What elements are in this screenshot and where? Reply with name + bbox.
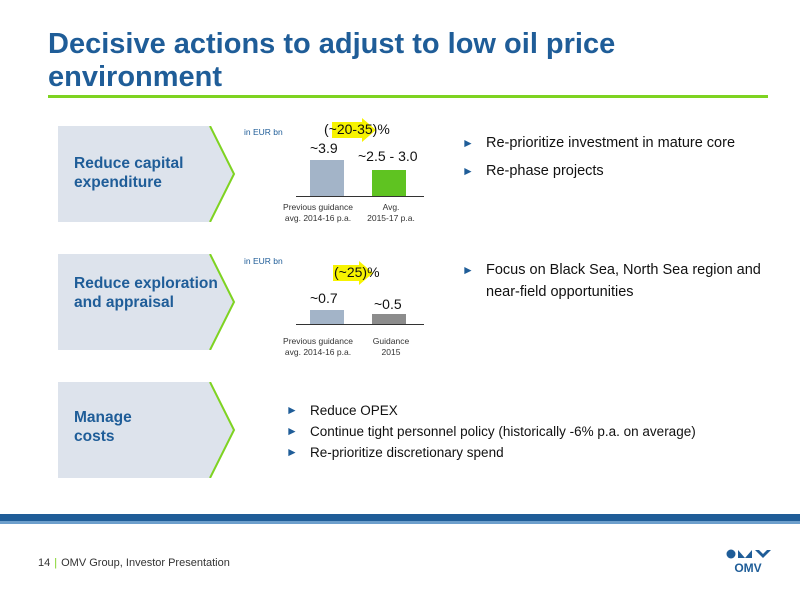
page-title: Decisive actions to adjust to low oil pr… (48, 28, 616, 93)
bullet-item: ► Re-phase projects (462, 160, 782, 182)
bar-value-label: ~0.7 (310, 290, 338, 306)
exploration-bullets: ► Focus on Black Sea, North Sea region an… (462, 259, 782, 303)
footer-text: OMV Group, Investor Presentation (61, 557, 230, 569)
exploration-bar-chart (296, 310, 424, 325)
unit-label: in EUR bn (244, 256, 283, 266)
bullet-item: ► Continue tight personnel policy (histor… (286, 421, 786, 442)
arrow-bullet-icon: ► (286, 445, 298, 459)
bullet-item: ► Re-prioritize investment in mature core (462, 132, 782, 154)
bar-value-label: ~0.5 (374, 296, 402, 312)
arrow-bullet-icon: ► (286, 424, 298, 438)
bar-prev-guidance (310, 310, 344, 324)
title-underline (48, 95, 768, 98)
axis-label: Previous guidance avg. 2014-16 p.a. (283, 336, 353, 357)
section-capex-panel: Reduce capital expenditure (58, 126, 238, 222)
axis-label: Guidance 2015 (372, 336, 410, 357)
change-label: (~ 25 )% (332, 261, 380, 285)
svg-text:OMV: OMV (734, 561, 761, 575)
axis-label: Previous guidance avg. 2014-16 p.a. (283, 202, 353, 223)
capex-bullets: ► Re-prioritize investment in mature core… (462, 132, 782, 182)
arrow-bullet-icon: ► (462, 263, 474, 277)
arrow-bullet-icon: ► (462, 136, 474, 150)
bar-new-guidance (372, 170, 406, 196)
costs-bullets: ► Reduce OPEX ► Continue tight personnel p… (286, 400, 786, 463)
bar-value-label: ~3.9 (310, 140, 338, 156)
bar-prev-guidance (310, 160, 344, 196)
chevron-arrow-shape (58, 382, 236, 478)
omv-logo-icon: OMV (726, 549, 771, 575)
arrow-bullet-icon: ► (286, 403, 298, 417)
footer: 14 | OMV Group, Investor Presentation (38, 557, 230, 569)
arrow-bullet-icon: ► (462, 164, 474, 178)
change-value: 25 (332, 261, 373, 285)
section-costs-panel: Manage costs (58, 382, 238, 478)
unit-label: in EUR bn (244, 127, 283, 137)
section-exploration-panel: Reduce exploration and appraisal (58, 254, 238, 350)
bullet-item: ► Focus on Black Sea, North Sea region an… (462, 259, 782, 303)
change-value: 20-35 (331, 118, 376, 142)
chevron-arrow-shape (58, 126, 236, 222)
change-label: (~ 20-35 )% (324, 118, 390, 142)
axis-label: Avg. 2015-17 p.a. (367, 202, 415, 223)
section-capex-label: Reduce capital expenditure (74, 155, 184, 191)
section-costs-label: Manage costs (74, 409, 132, 445)
chevron-arrow-shape (58, 254, 236, 350)
footer-band (0, 514, 800, 521)
bar-value-label: ~2.5 - 3.0 (358, 148, 418, 164)
footer-separator: | (54, 557, 58, 569)
bar-guidance-2015 (372, 314, 406, 324)
bullet-item: ► Re-prioritize discretionary spend (286, 442, 786, 463)
capex-bar-chart (296, 160, 424, 197)
bullet-item: ► Reduce OPEX (286, 400, 786, 421)
footer-band-light (0, 521, 800, 524)
page-number: 14 (38, 557, 51, 569)
section-exploration-label: Reduce exploration and appraisal (74, 275, 218, 311)
